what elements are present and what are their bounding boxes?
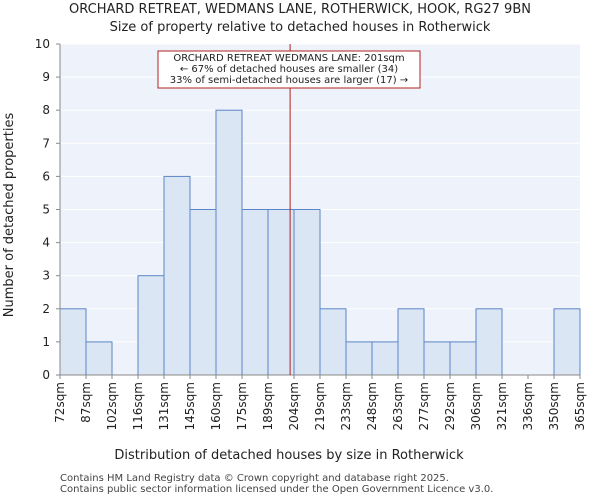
y-axis: 0 1 2 3 4 5 6 7 8 9 10: [35, 37, 60, 382]
footer-line-2: Contains public sector information licen…: [60, 484, 494, 495]
bar-248sqm: [371, 341, 399, 376]
y-tick-label: 7: [42, 136, 50, 150]
y-tick-label: 9: [42, 70, 50, 84]
chart-subtitle: Size of property relative to detached ho…: [110, 20, 491, 35]
annotation-line-2: ← 67% of detached houses are smaller (34…: [180, 64, 398, 75]
x-tick-label: 102sqm: [105, 382, 119, 430]
x-axis: 72sqm 87sqm 102sqm 116sqm 131sqm 145sqm 160sqm…: [53, 375, 587, 430]
x-tick-label: 87sqm: [79, 382, 93, 423]
bar-160sqm: [215, 109, 243, 376]
y-tick-label: 1: [42, 335, 50, 349]
bar-263sqm: [397, 308, 425, 376]
y-tick-label: 8: [42, 103, 50, 117]
annotation-line-3: 33% of semi-detached houses are larger (…: [170, 75, 408, 86]
x-tick-label: 321sqm: [495, 382, 509, 430]
bar-72sqm: [59, 308, 87, 376]
x-tick-label: 306sqm: [469, 382, 483, 430]
bar-175sqm: [241, 209, 269, 376]
bar-277sqm: [423, 341, 451, 376]
x-tick-label: 160sqm: [209, 382, 223, 430]
x-tick-label: 263sqm: [391, 382, 405, 430]
x-tick-label: 204sqm: [287, 382, 301, 430]
bar-306sqm: [475, 308, 503, 376]
x-tick-label: 277sqm: [417, 382, 431, 430]
footer-line-1: Contains HM Land Registry data © Crown c…: [60, 473, 449, 484]
annotation-box: [157, 50, 421, 89]
y-tick-label: 6: [42, 169, 50, 183]
bar-131sqm: [163, 175, 191, 376]
bar-204sqm: [293, 209, 321, 376]
y-tick-label: 5: [42, 203, 50, 217]
chart-title: ORCHARD RETREAT, WEDMANS LANE, ROTHERWIC…: [69, 2, 531, 17]
bar-87sqm: [85, 341, 113, 376]
y-tick-label: 3: [42, 269, 50, 283]
bar-145sqm: [189, 209, 217, 376]
x-tick-label: 219sqm: [313, 382, 327, 430]
bar-350sqm: [553, 308, 581, 376]
y-tick-label: 10: [35, 37, 50, 51]
y-axis-label: Number of detached properties: [2, 113, 17, 318]
bar-116sqm: [137, 275, 165, 376]
x-tick-label: 350sqm: [547, 382, 561, 430]
x-tick-label: 365sqm: [573, 382, 587, 430]
x-tick-label: 131sqm: [157, 382, 171, 430]
annotation-line-1: ORCHARD RETREAT WEDMANS LANE: 201sqm: [173, 53, 404, 64]
bar-292sqm: [449, 341, 477, 376]
x-tick-label: 189sqm: [261, 382, 275, 430]
x-tick-label: 116sqm: [131, 382, 145, 430]
x-tick-label: 336sqm: [521, 382, 535, 430]
y-tick-label: 2: [42, 302, 50, 316]
x-tick-label: 248sqm: [365, 382, 379, 430]
y-tick-label: 4: [42, 236, 50, 250]
x-tick-label: 292sqm: [443, 382, 457, 430]
bar-219sqm: [319, 308, 347, 376]
x-tick-label: 233sqm: [339, 382, 353, 430]
x-tick-label: 72sqm: [53, 382, 67, 423]
x-tick-label: 175sqm: [235, 382, 249, 430]
x-tick-label: 145sqm: [183, 382, 197, 430]
y-tick-label: 0: [42, 368, 50, 382]
bar-233sqm: [345, 341, 373, 376]
x-axis-label: Distribution of detached houses by size …: [114, 448, 464, 463]
